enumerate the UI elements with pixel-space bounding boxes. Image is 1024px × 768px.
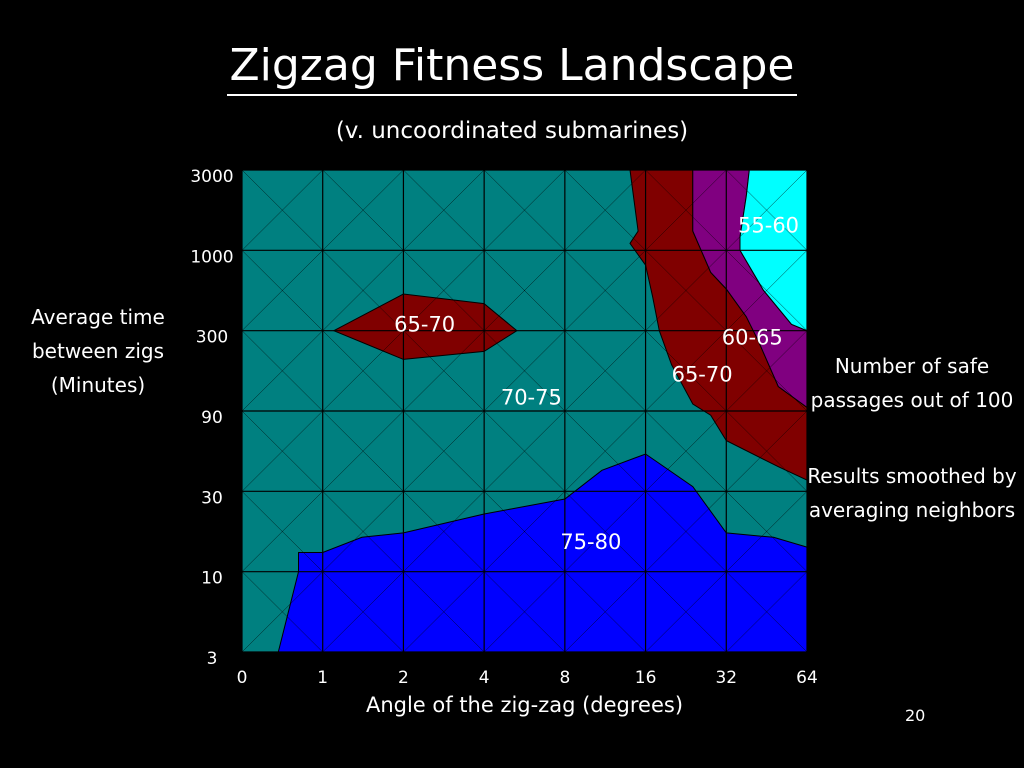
slide-subtitle: (v. uncoordinated submarines): [335, 118, 689, 144]
grid-diag-b-1-1: [322, 250, 404, 331]
grid-diag-b-5-1: [645, 250, 727, 331]
grid-lines: [241, 169, 808, 653]
region-label-65-70-3: 65-70: [672, 363, 733, 387]
x-tick-label-0: 0: [237, 668, 248, 688]
grid-diag-b-3-1: [484, 250, 565, 331]
y-tick-label-10: 10: [201, 569, 223, 589]
contour-regions: [277, 169, 808, 653]
x-tick-labels: 0 1 2 4 8 16 32 64: [237, 668, 818, 688]
x-tick-label-1: 1: [317, 668, 328, 688]
x-tick-label-64: 64: [796, 668, 818, 688]
grid-diag-b-0-1: [241, 250, 323, 331]
grid-diag-b-1-5: [322, 571, 404, 653]
grid-diag-b-0-0: [241, 169, 323, 251]
grid-diag-b-4-2: [564, 330, 646, 412]
y-tick-label-300: 300: [196, 328, 228, 348]
grid-diag-b-5-2: [645, 330, 727, 412]
grid-diag-b-6-3: [726, 410, 808, 492]
grid-diag-b-4-4: [564, 491, 646, 572]
grid-diag-b-3-0: [484, 169, 565, 251]
grid-diag-b-3-3: [484, 410, 565, 492]
grid-diag-b-5-0: [645, 169, 727, 251]
grid-diag-b-2-4: [403, 491, 485, 572]
region-label-65-70-2: 65-70: [394, 312, 455, 336]
y-axis-label: Average time between zigs (Minutes): [31, 305, 165, 397]
y-tick-label-90: 90: [201, 408, 223, 428]
grid-diag-b-5-3: [645, 410, 727, 492]
grid-diag-b-1-0: [322, 169, 404, 251]
slide-title: Zigzag Fitness Landscape: [0, 38, 1024, 96]
grid-diag-b-2-5: [403, 571, 485, 653]
grid-diag-b-6-4: [726, 491, 808, 572]
y-tick-label-3000: 3000: [190, 167, 233, 187]
grid-diag-b-2-2: [403, 330, 485, 412]
grid-diag-b-6-2: [726, 330, 808, 412]
grid-diag-b-1-3: [322, 410, 404, 492]
grid-diag-b-6-0: [726, 169, 808, 251]
grid-diag-b-0-2: [241, 330, 323, 412]
grid-diag-b-6-5: [726, 571, 808, 653]
grid-diag-b-0-3: [241, 410, 323, 492]
y-tick-label-1000: 1000: [190, 247, 233, 267]
region-label-75-80-5: 75-80: [560, 530, 621, 554]
grid-diag-b-4-0: [564, 169, 646, 251]
grid-diag-b-0-4: [241, 491, 323, 572]
legend-note-safe-passages: Number of safe passages out of 100: [810, 354, 1014, 412]
grid-diag-b-5-5: [645, 571, 727, 653]
grid-diag-b-0-5: [241, 571, 323, 653]
grid-diag-b-1-4: [322, 491, 404, 572]
y-tick-label-3: 3: [207, 649, 218, 669]
grid-diag-b-3-4: [484, 491, 565, 572]
x-tick-label-32: 32: [715, 668, 737, 688]
slide-title-text: Zigzag Fitness Landscape: [227, 38, 797, 96]
y-tick-label-30: 30: [201, 488, 223, 508]
region-label-60-65-1: 60-65: [722, 326, 783, 350]
grid-diag-b-5-4: [645, 491, 727, 572]
grid-diag-b-2-1: [403, 250, 485, 331]
x-tick-label-8: 8: [559, 668, 570, 688]
grid-diag-b-2-0: [403, 169, 485, 251]
x-tick-label-2: 2: [398, 668, 409, 688]
region-label-70-75-4: 70-75: [501, 386, 562, 410]
region-label-55-60-0: 55-60: [738, 214, 799, 238]
grid-diag-b-4-3: [564, 410, 646, 492]
x-tick-label-4: 4: [479, 668, 490, 688]
y-tick-labels: 3000 1000 300 90 30 10 3: [190, 167, 233, 669]
note-smoothing: Results smoothed by averaging neighbors: [807, 464, 1017, 522]
x-axis-label: Angle of the zig-zag (degrees): [365, 693, 684, 717]
grid-diag-b-6-1: [726, 250, 808, 331]
grid-diag-b-1-2: [322, 330, 404, 412]
grid-diag-b-3-2: [484, 330, 565, 412]
grid-diag-b-2-3: [403, 410, 485, 492]
region-75-80-0: [277, 453, 808, 653]
grid-diag-b-3-5: [484, 571, 565, 653]
grid-diag-b-4-1: [564, 250, 646, 331]
page-number: 20: [905, 706, 926, 725]
region-labels: 55-60 60-65 65-70 65-70 70-75 75-80: [394, 214, 799, 554]
grid-diag-b-4-5: [564, 571, 646, 653]
x-tick-label-16: 16: [635, 668, 657, 688]
